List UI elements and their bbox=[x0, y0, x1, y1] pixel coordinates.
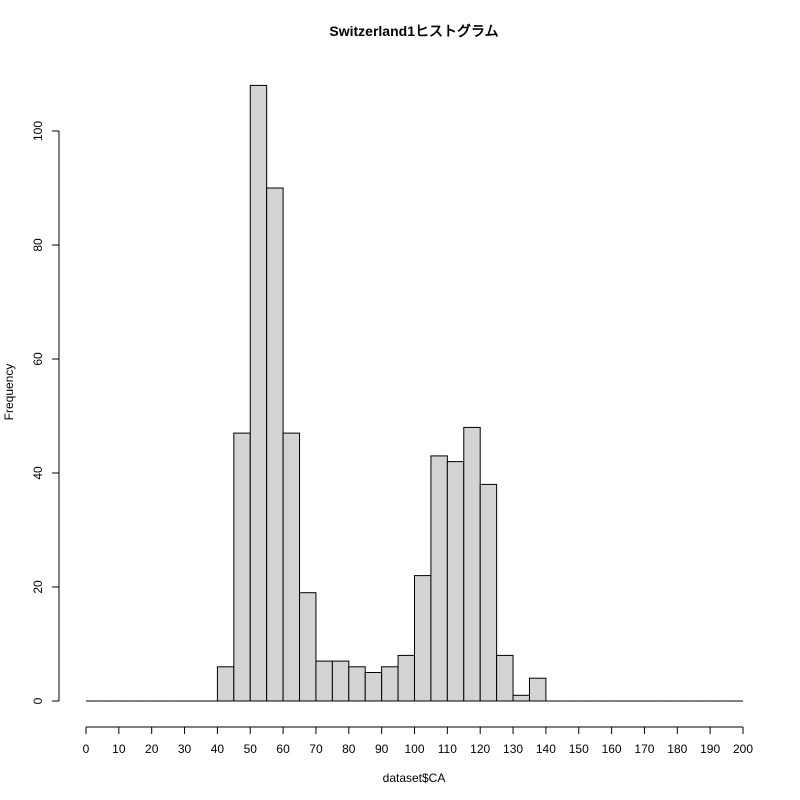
histogram-bar bbox=[331, 660, 350, 702]
x-tick-label: 30 bbox=[178, 742, 192, 756]
x-tick-label: 120 bbox=[470, 742, 490, 756]
x-tick-label: 10 bbox=[112, 742, 126, 756]
y-tick-label: 60 bbox=[31, 352, 45, 366]
y-axis: 0 20 40 60 80 100 bbox=[31, 121, 60, 704]
histogram-bar bbox=[512, 694, 530, 702]
histogram-bar bbox=[430, 455, 448, 702]
x-tick-label: 130 bbox=[503, 742, 523, 756]
bars-group bbox=[86, 84, 743, 702]
histogram-bar bbox=[249, 84, 268, 702]
x-tick-label: 40 bbox=[211, 742, 225, 756]
x-tick-label: 50 bbox=[244, 742, 258, 756]
x-tick-label: 80 bbox=[342, 742, 356, 756]
y-tick-label: 100 bbox=[31, 121, 45, 141]
histogram-bar bbox=[233, 432, 251, 702]
x-tick-label: 170 bbox=[634, 742, 654, 756]
x-tick-label: 20 bbox=[145, 742, 159, 756]
histogram-bar bbox=[266, 187, 284, 702]
histogram-bar bbox=[397, 654, 416, 702]
x-tick-label: 0 bbox=[83, 742, 90, 756]
histogram-bar bbox=[282, 432, 301, 702]
histogram-bar bbox=[479, 483, 498, 702]
histogram-bar bbox=[364, 672, 383, 702]
x-tick-label: 90 bbox=[375, 742, 389, 756]
y-tick-label: 80 bbox=[31, 238, 45, 252]
histogram-bar bbox=[463, 426, 481, 702]
y-axis-label: Frequency bbox=[2, 364, 16, 421]
x-tick-label: 190 bbox=[700, 742, 720, 756]
histogram-bar bbox=[414, 575, 432, 702]
x-tick-label: 70 bbox=[309, 742, 323, 756]
y-tick-label: 40 bbox=[31, 466, 45, 480]
x-tick-label: 60 bbox=[276, 742, 290, 756]
histogram-bar bbox=[381, 666, 399, 702]
x-tick-label: 150 bbox=[569, 742, 589, 756]
x-tick-label: 140 bbox=[536, 742, 556, 756]
x-tick-label: 180 bbox=[667, 742, 687, 756]
x-axis-label: dataset$CA bbox=[383, 771, 446, 785]
histogram-bar bbox=[496, 654, 514, 702]
x-axis: 0 10 20 30 40 50 60 70 80 90 100 110 120 130 140 150 160… bbox=[83, 726, 753, 756]
histogram-bar bbox=[348, 666, 366, 702]
x-tick-label: 160 bbox=[602, 742, 622, 756]
histogram-bar bbox=[528, 677, 547, 702]
y-tick-label: 0 bbox=[31, 697, 45, 704]
chart-title: Switzerland1ヒストグラム bbox=[329, 23, 498, 39]
histogram-bar bbox=[216, 666, 235, 702]
histogram-bar bbox=[299, 592, 317, 702]
x-tick-label: 100 bbox=[404, 742, 424, 756]
x-tick-label: 110 bbox=[438, 742, 457, 756]
x-tick-label: 200 bbox=[733, 742, 753, 756]
histogram-bar bbox=[315, 660, 333, 702]
y-tick-label: 20 bbox=[31, 580, 45, 594]
histogram-bar bbox=[446, 461, 465, 702]
